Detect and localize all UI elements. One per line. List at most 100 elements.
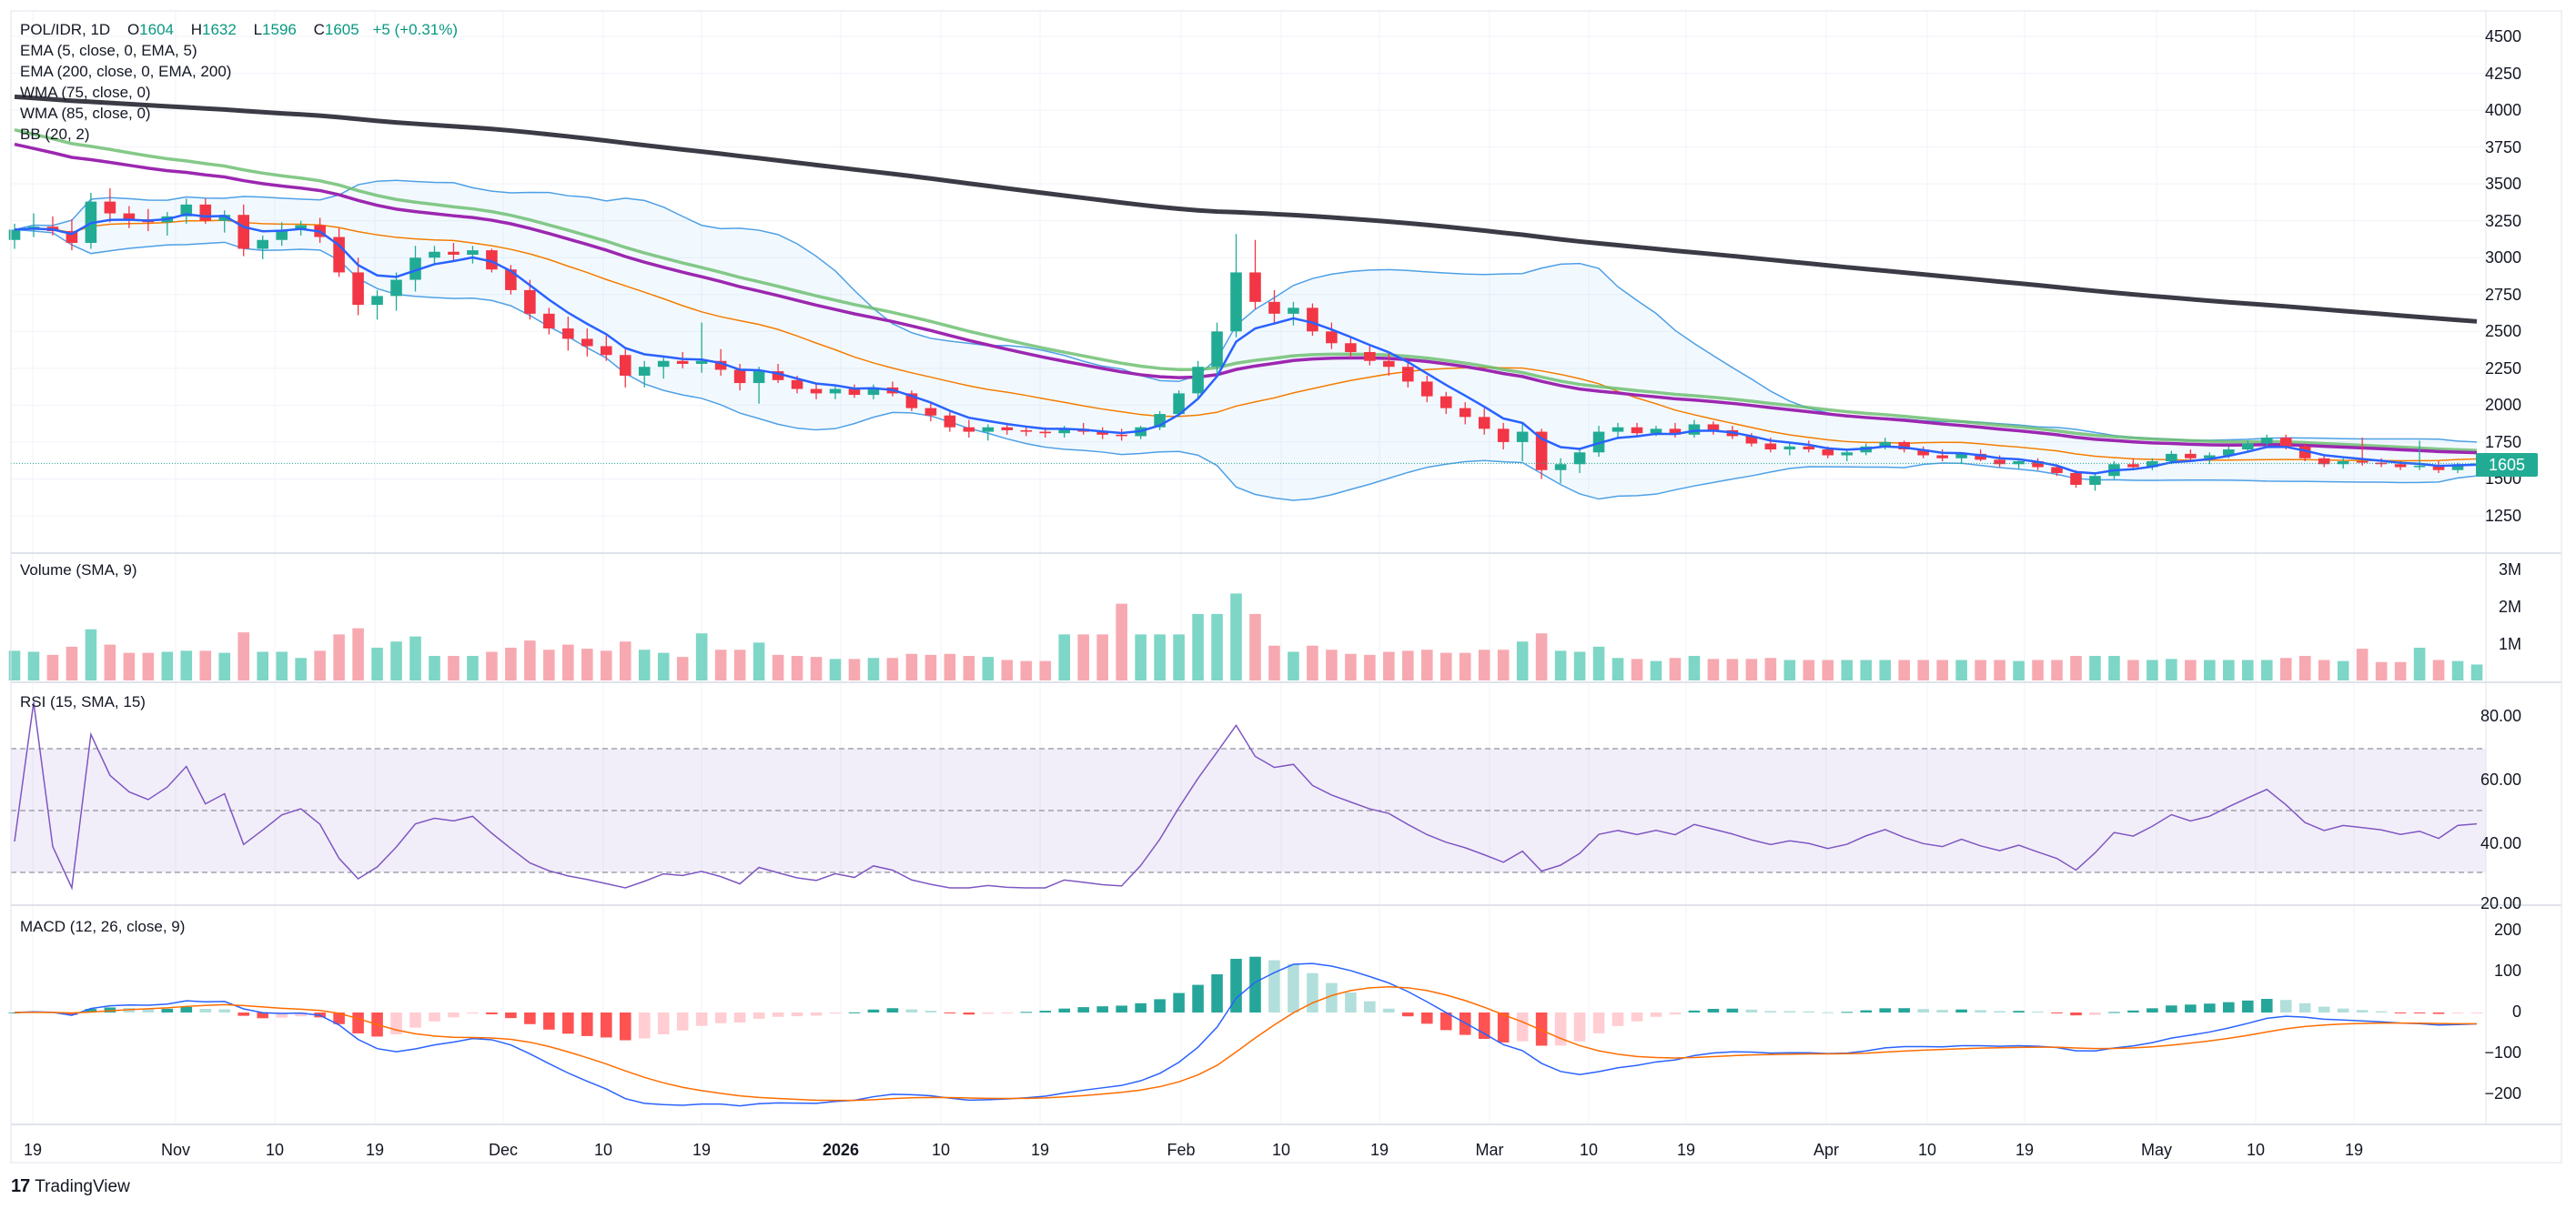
macd-tick: 0 <box>2511 1002 2521 1021</box>
candle-body <box>1975 453 1986 460</box>
candle-body <box>180 204 193 217</box>
volume-bar <box>2279 658 2292 680</box>
volume-bar <box>1898 660 1910 680</box>
volume-bar <box>2166 659 2177 680</box>
last-price-badge: 1605 <box>2476 453 2538 477</box>
macd-pane-title[interactable]: MACD (12, 26, close, 9) <box>20 918 186 935</box>
macd-histogram-bar <box>142 1009 155 1013</box>
volume-bar <box>467 656 479 680</box>
candle-body <box>1383 360 1395 368</box>
macd-histogram-bar <box>1420 1013 1433 1024</box>
macd-histogram-bar <box>695 1013 708 1026</box>
volume-bar <box>2013 660 2025 680</box>
volume-bar <box>46 654 59 680</box>
macd-histogram-bar <box>1592 1013 1605 1033</box>
volume-bar <box>2051 660 2063 680</box>
indicator-wma75-label[interactable]: WMA (75, close, 0) <box>20 84 151 101</box>
volume-bar <box>2356 649 2369 680</box>
macd-histogram-bar <box>180 1006 193 1013</box>
macd-tick: 100 <box>2493 962 2521 980</box>
volume-bar <box>1020 660 1033 680</box>
candle-body <box>848 388 861 396</box>
macd-pane[interactable] <box>8 956 2483 1107</box>
macd-histogram-bar <box>2260 999 2273 1013</box>
volume-bar <box>1440 652 1452 680</box>
volume-bar <box>638 650 651 680</box>
macd-histogram-bar <box>905 1009 918 1013</box>
macd-histogram-bar <box>676 1013 689 1031</box>
candle-body <box>1688 424 1701 435</box>
volume-bar <box>619 641 631 680</box>
indicator-wma85-label[interactable]: WMA (85, close, 0) <box>20 105 151 122</box>
candle-body <box>562 328 574 339</box>
candle-body <box>829 388 842 394</box>
macd-histogram-bar <box>1841 1012 1854 1013</box>
macd-histogram-bar <box>1803 1011 1815 1013</box>
volume-pane-title[interactable]: Volume (SMA, 9) <box>20 561 137 579</box>
open-key: O <box>126 21 140 38</box>
indicator-ema5-label[interactable]: EMA (5, close, 0, EMA, 5) <box>20 42 197 59</box>
macd-histogram-bar <box>963 1013 975 1015</box>
macd-histogram-bar <box>791 1013 803 1017</box>
volume-bar <box>1459 652 1471 680</box>
volume-bar <box>2070 656 2082 680</box>
candle-body <box>1020 429 1033 432</box>
volume-bar <box>944 653 956 680</box>
indicator-bb-label[interactable]: BB (20, 2) <box>20 126 90 143</box>
macd-histogram-bar <box>2375 1011 2388 1013</box>
signal-line <box>14 986 2478 1102</box>
volume-bar <box>1288 651 1299 680</box>
macd-histogram-bar <box>505 1013 517 1019</box>
macd-histogram-bar <box>2166 1005 2177 1013</box>
candle-body <box>1211 331 1223 368</box>
volume-pane[interactable] <box>8 593 2483 680</box>
macd-histogram-bar <box>352 1013 364 1033</box>
volume-bar <box>180 650 193 680</box>
macd-histogram-bar <box>2337 1008 2349 1013</box>
pane-separators[interactable] <box>10 10 2562 1164</box>
macd-histogram-bar <box>714 1013 727 1023</box>
volume-bar <box>2147 660 2158 680</box>
price-tick: 4500 <box>2484 27 2521 45</box>
volume-bar <box>1764 658 1777 680</box>
macd-histogram-bar <box>1497 1013 1510 1043</box>
macd-histogram-bar <box>1478 1013 1490 1040</box>
volume-bar <box>2298 656 2311 680</box>
rsi-pane-title[interactable]: RSI (15, SMA, 15) <box>20 693 146 710</box>
volume-bar <box>772 654 784 680</box>
candle-body <box>486 250 498 270</box>
volume-bar <box>1592 646 1605 680</box>
volume-bar <box>1573 651 1586 680</box>
candle-body <box>1631 427 1643 434</box>
rsi-tick: 80.00 <box>2480 707 2521 725</box>
volume-bar <box>2318 660 2330 680</box>
candle-body <box>982 427 995 432</box>
price-tick: 3000 <box>2484 248 2521 267</box>
macd-histogram-bar <box>1573 1013 1586 1042</box>
candle-body <box>1440 396 1452 408</box>
tradingview-brand[interactable]: 17 TradingView <box>11 1176 130 1197</box>
candle-body <box>8 229 21 240</box>
volume-bar <box>429 656 440 680</box>
candle-body <box>257 239 268 249</box>
macd-histogram-bar <box>2298 1002 2311 1013</box>
volume-bar <box>1058 634 1071 680</box>
macd-histogram-bar <box>1975 1010 1986 1013</box>
candle-body <box>333 237 345 273</box>
macd-histogram-bar <box>1020 1012 1033 1013</box>
rsi-pane[interactable] <box>11 701 2486 891</box>
volume-bar <box>1554 650 1567 680</box>
macd-histogram-bar <box>1860 1010 1873 1013</box>
macd-histogram-bar <box>1383 1008 1395 1013</box>
close-value: 1605 <box>324 21 359 38</box>
macd-histogram-bar <box>1783 1011 1796 1013</box>
candle-body <box>1936 455 1948 458</box>
indicator-ema200-label[interactable]: EMA (200, close, 0, EMA, 200) <box>20 63 232 80</box>
price-pane[interactable] <box>8 94 2486 501</box>
candle-body <box>1459 408 1471 418</box>
candle-body <box>944 415 956 428</box>
macd-histogram-bar <box>1154 999 1166 1013</box>
time-tick: 19 <box>23 1141 43 1159</box>
volume-bar <box>1745 659 1758 680</box>
